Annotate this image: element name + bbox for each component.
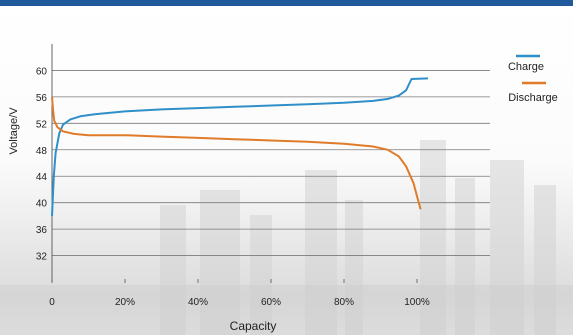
y-tick-label-60: 60 [36, 66, 48, 77]
y-tick-label-48: 48 [36, 146, 48, 157]
y-tick-label-36: 36 [36, 225, 48, 236]
series-line-discharge [51, 96, 422, 210]
x-tick-label-40%: 40% [188, 297, 208, 308]
legend-label-discharge: Discharge [508, 92, 558, 104]
x-tick-label-20%: 20% [115, 297, 135, 308]
x-tick-label-100%: 100% [404, 297, 430, 308]
y-tick-label-52: 52 [36, 119, 48, 130]
series-lines [51, 77, 429, 216]
legend: Charge Discharge [508, 54, 558, 104]
x-tick-labels: 0 20% 40% 60% 80% 100% [49, 279, 430, 308]
header-band [0, 0, 573, 6]
y-tick-labels: 32 36 40 44 48 52 56 60 [36, 66, 48, 262]
y-tick-label-56: 56 [36, 93, 48, 104]
y-tick-label-44: 44 [36, 172, 48, 183]
y-tick-label-32: 32 [36, 252, 48, 263]
x-axis-label: Capacity [230, 319, 277, 333]
x-tick-label-60%: 60% [261, 297, 281, 308]
grid [52, 70, 490, 256]
x-tick-label-80%: 80% [334, 297, 354, 308]
y-axis-label: Voltage/V [8, 107, 20, 155]
y-tick-label-40: 40 [36, 199, 48, 210]
legend-label-charge: Charge [508, 61, 544, 73]
x-tick-label-0: 0 [49, 297, 55, 308]
